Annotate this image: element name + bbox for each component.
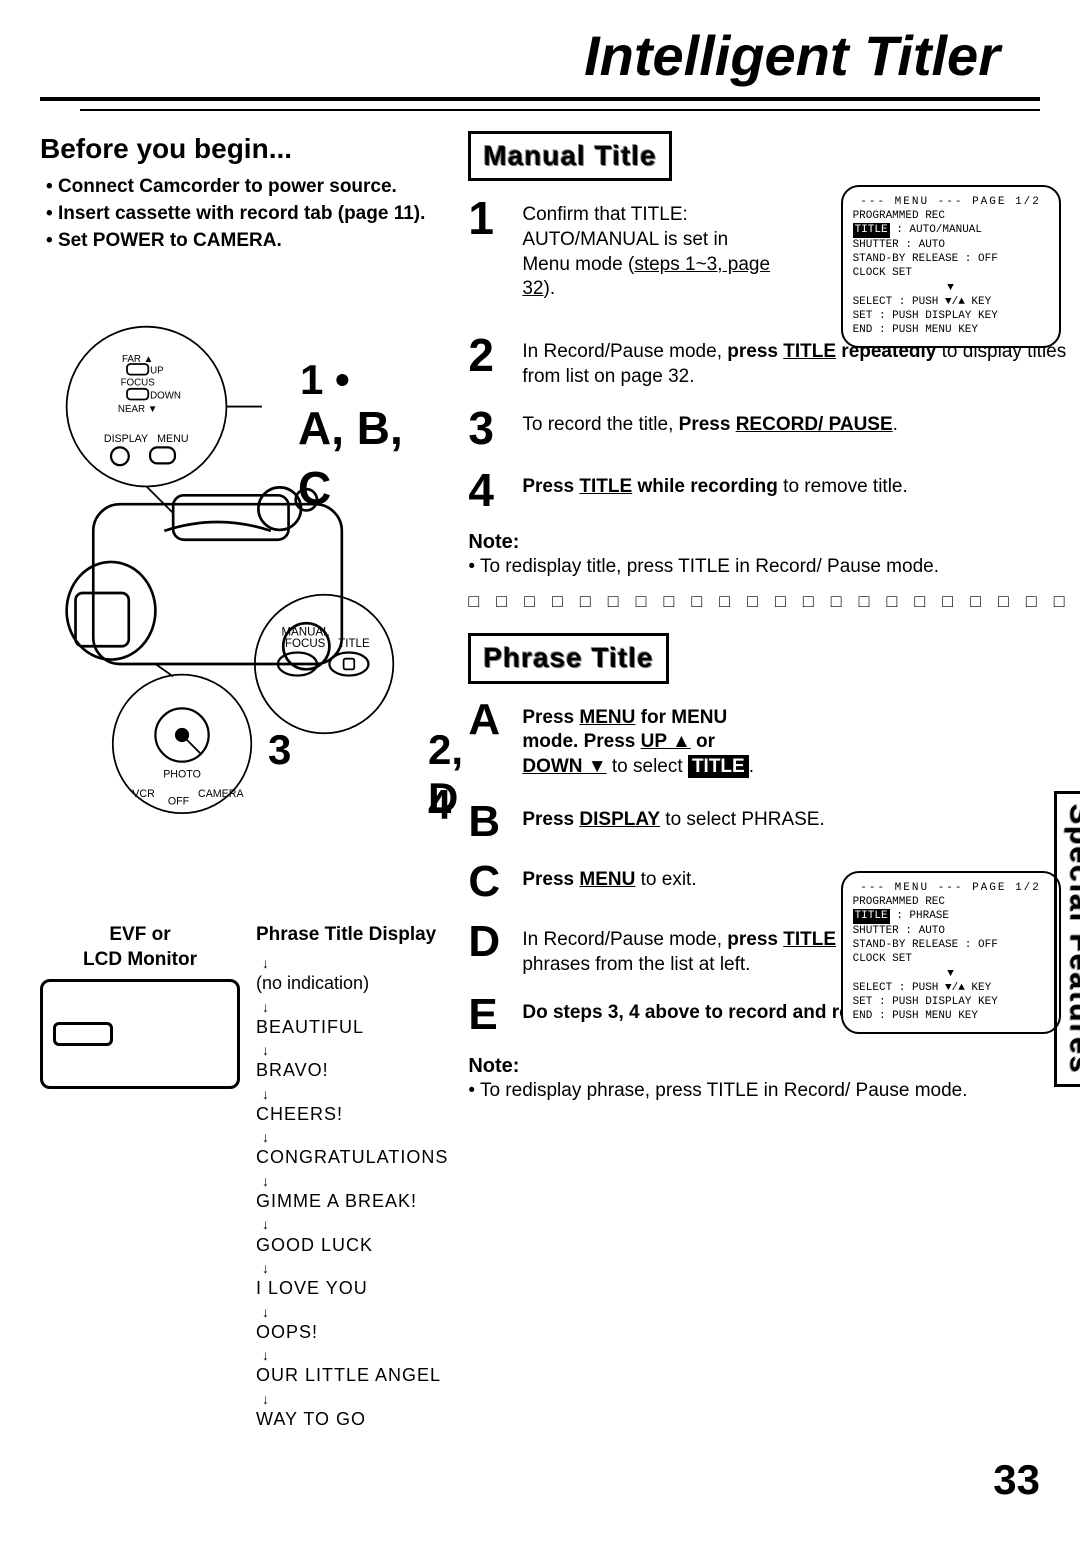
phrase-title-display-heading: Phrase Title Display <box>256 923 448 948</box>
phrase-item: (no indication) <box>256 972 448 995</box>
phrase-item: WAY TO GO <box>256 1390 448 1432</box>
bullet-item: Insert cassette with record tab (page 11… <box>46 202 448 227</box>
camcorder-diagram: FAR ▲ UP FOCUS DOWN NEAR ▼ DISPLAY MENU <box>40 273 448 913</box>
note-text: To redisplay title, press TITLE in Recor… <box>468 555 1070 580</box>
page-number: 33 <box>40 1453 1040 1508</box>
bullet-item: Set POWER to CAMERA. <box>46 229 448 254</box>
manual-title-label: Manual Title <box>468 131 671 181</box>
callout-3: 3 <box>268 723 291 778</box>
phrase-item: CONGRATULATIONS <box>256 1128 448 1170</box>
svg-text:NEAR ▼: NEAR ▼ <box>118 404 157 415</box>
note-text-2: To redisplay phrase, press TITLE in Reco… <box>468 1079 1070 1104</box>
phrase-item: CHEERS! <box>256 1085 448 1127</box>
svg-text:TITLE: TITLE <box>338 638 370 650</box>
phrase-item: OUR LITTLE ANGEL <box>256 1346 448 1388</box>
monitor-label: EVF or LCD Monitor <box>40 923 240 972</box>
phrase-item: GIMME A BREAK! <box>256 1172 448 1214</box>
step-3: 3 To record the title, Press RECORD/ PAU… <box>468 405 1070 451</box>
bullet-item: Connect Camcorder to power source. <box>46 175 448 200</box>
svg-text:OFF: OFF <box>168 796 190 808</box>
before-begin-heading: Before you begin... <box>40 131 448 167</box>
phrase-title-label: Phrase Title <box>468 633 668 683</box>
page-title: Intelligent Titler <box>40 20 1040 101</box>
divider: □ □ □ □ □ □ □ □ □ □ □ □ □ □ □ □ □ □ □ □ … <box>468 590 1070 613</box>
phrase-item: I LOVE YOU <box>256 1259 448 1301</box>
phrase-item: OOPS! <box>256 1303 448 1345</box>
title-rule <box>80 109 1040 111</box>
phrase-item: GOOD LUCK <box>256 1215 448 1257</box>
svg-text:FOCUS: FOCUS <box>285 638 326 650</box>
svg-text:DOWN: DOWN <box>150 391 181 402</box>
svg-text:MANUAL: MANUAL <box>281 627 330 639</box>
svg-text:FOCUS: FOCUS <box>121 378 156 389</box>
svg-text:DISPLAY: DISPLAY <box>104 433 148 445</box>
svg-text:CAMERA: CAMERA <box>198 788 244 800</box>
callout-d: D <box>428 771 458 826</box>
phrase-item: BEAUTIFUL <box>256 998 448 1040</box>
svg-text:MENU: MENU <box>157 433 188 445</box>
menu-screen-phrase: --- MENU --- PAGE 1/2 PROGRAMMED REC TIT… <box>841 871 1061 1034</box>
svg-text:UP: UP <box>150 366 164 377</box>
monitor-box <box>40 979 240 1089</box>
step-4: 4 Press TITLE while recording to remove … <box>468 467 1070 513</box>
step-b: B Press DISPLAY to select PHRASE. <box>468 800 1070 844</box>
callout-abc: A, B, C <box>298 399 448 519</box>
before-begin-list: Connect Camcorder to power source. Inser… <box>46 175 448 253</box>
phrase-item: BRAVO! <box>256 1041 448 1083</box>
menu-screen-manual: --- MENU --- PAGE 1/2 PROGRAMMED REC TIT… <box>841 185 1061 348</box>
note-label-2: Note: <box>468 1053 1070 1079</box>
step-a: A Press MENU for MENU mode. Press UP ▲ o… <box>468 698 1070 780</box>
phrase-display-section: EVF or LCD Monitor Phrase Title Display … <box>40 923 448 1433</box>
svg-text:PHOTO: PHOTO <box>163 769 201 781</box>
svg-text:VCR: VCR <box>132 788 155 800</box>
note-label: Note: <box>468 529 1070 555</box>
side-tab: Special Features <box>1054 791 1080 1087</box>
